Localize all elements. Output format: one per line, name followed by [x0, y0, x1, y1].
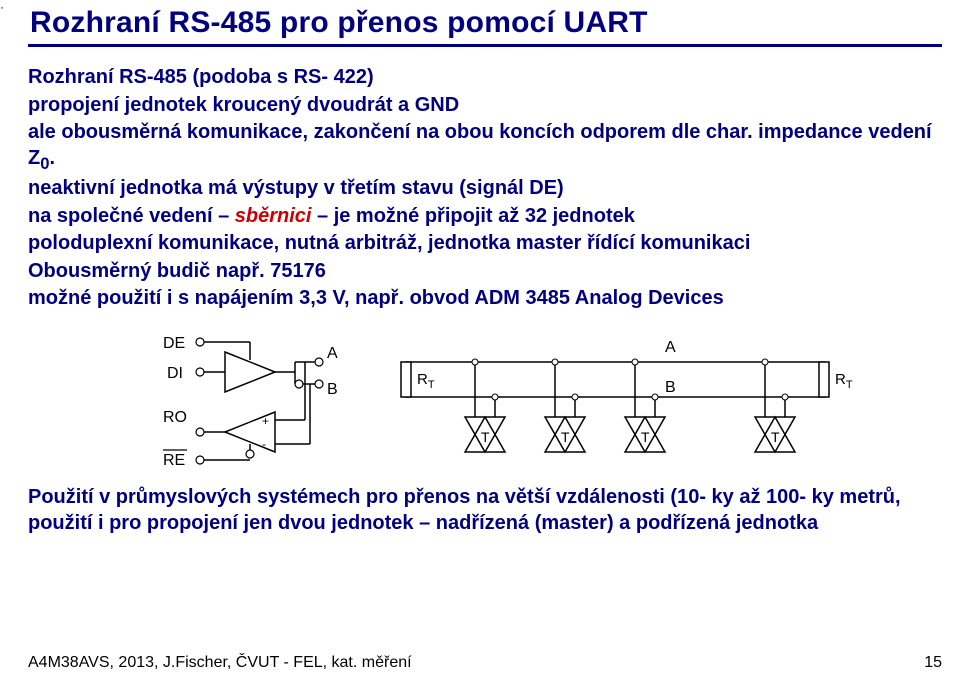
label-REbar: RE — [163, 450, 187, 469]
footer-page: 15 — [924, 654, 942, 672]
label-DE: DE — [163, 335, 185, 352]
rt-right: RT — [819, 362, 853, 397]
terminal-B — [315, 380, 323, 388]
node-T3: T — [625, 359, 665, 452]
para-3a: ale obousměrná komunikace, zakončení na … — [28, 121, 932, 169]
node-T2: T — [545, 359, 585, 452]
terminal-DE — [196, 338, 204, 346]
minus-label: - — [262, 437, 266, 451]
para-4: neaktivní jednotka má výstupy v třetím s… — [28, 176, 942, 202]
rt-left: RT — [401, 362, 435, 397]
page: Rozhraní RS-485 pro přenos pomocí UART R… — [0, 0, 960, 542]
closing-text: Použití v průmyslových systémech pro pře… — [28, 485, 942, 536]
para-2: propojení jednotek kroucený dvoudrát a G… — [28, 93, 942, 119]
svg-text:RT: RT — [417, 371, 435, 391]
svg-text:T: T — [641, 429, 650, 445]
terminal-DI — [196, 368, 204, 376]
label-A-bus: A — [665, 339, 676, 356]
title-underline — [28, 44, 942, 47]
terminal-RO — [196, 428, 204, 436]
para-7: Obousměrný budič např. 75176 — [28, 259, 942, 285]
para-1: Rozhraní RS-485 (podoba s RS- 422) — [28, 65, 942, 91]
label-B-bus: B — [665, 379, 676, 396]
footer: A4M38AVS, 2013, J.Fischer, ČVUT - FEL, k… — [28, 654, 942, 672]
terminal-RE — [196, 456, 204, 464]
para-3-end: . — [49, 147, 55, 169]
driver-symbol — [200, 342, 315, 392]
para-8: možné použití i s napájením 3,3 V, např.… — [28, 286, 942, 312]
svg-text:RE: RE — [163, 452, 185, 469]
label-B-left: B — [327, 381, 338, 398]
para-5a: na společné vedení – — [28, 205, 235, 227]
rs485-schematic: + - DE D — [105, 322, 865, 472]
node-T4: T — [755, 359, 795, 452]
para-6: poloduplexní komunikace, nutná arbitráž,… — [28, 231, 942, 257]
para-3: ale obousměrná komunikace, zakončení na … — [28, 120, 942, 174]
svg-text:T: T — [561, 429, 570, 445]
para-5c: – je možné připojit až 32 jednotek — [311, 205, 634, 227]
svg-text:T: T — [481, 429, 490, 445]
para-5: na společné vedení – sběrnici – je možné… — [28, 204, 942, 230]
terminal-A — [315, 358, 323, 366]
page-title: Rozhraní RS-485 pro přenos pomocí UART — [30, 6, 942, 40]
svg-text:RT: RT — [835, 371, 853, 391]
label-A-left: A — [327, 345, 338, 362]
svg-text:T: T — [771, 429, 780, 445]
body-text: Rozhraní RS-485 (podoba s RS- 422) propo… — [28, 65, 942, 312]
footer-left: A4M38AVS, 2013, J.Fischer, ČVUT - FEL, k… — [28, 654, 412, 672]
closing-1: Použití v průmyslových systémech pro pře… — [28, 486, 901, 534]
diagram: + - DE D — [28, 322, 942, 477]
plus-label: + — [262, 414, 269, 428]
edge-fragment: · — [0, 0, 3, 14]
label-DI: DI — [167, 365, 183, 382]
node-T1: T — [465, 359, 505, 452]
label-RO: RO — [163, 409, 187, 426]
para-5b: sběrnici — [235, 205, 312, 227]
